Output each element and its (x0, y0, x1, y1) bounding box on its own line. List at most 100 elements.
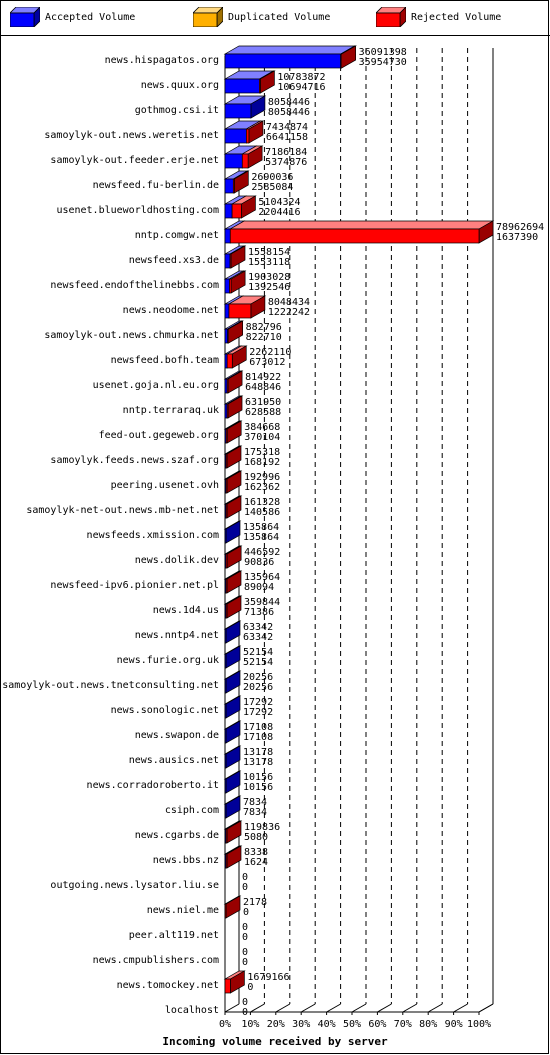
category-label: newsfeed.bofh.team (111, 355, 219, 366)
x-tick-label: 0% (219, 1019, 231, 1030)
accepted-value-label: 35954730 (359, 57, 407, 68)
accepted-value-label: 17292 (243, 707, 273, 718)
accepted-value-label: 0 (242, 957, 248, 968)
category-label: newsfeed.xs3.de (129, 255, 219, 266)
total-value-label: 7434874 (266, 122, 308, 133)
accepted-value-label: 5374876 (265, 157, 307, 168)
floor-tick (453, 1003, 468, 1013)
accepted-value-label: 162362 (244, 482, 280, 493)
category-label: news.furie.org.uk (117, 655, 219, 666)
bar-accepted-volume (224, 653, 227, 669)
total-value-label: 631950 (245, 397, 281, 408)
category-label: samoylyk.feeds.news.szaf.org (50, 455, 219, 466)
accepted-value-label: 0 (242, 1007, 248, 1018)
bar-rejected-volume (225, 578, 228, 594)
category-label: samoylyk-out.news.tnetconsulting.net (2, 680, 219, 691)
floor-tick (300, 1003, 316, 1013)
category-label: news.1d4.us (153, 605, 219, 616)
accepted-value-label: 20256 (243, 682, 273, 693)
category-label: news.tomockey.net (117, 980, 219, 991)
category-label: usenet.blueworldhosting.com (56, 205, 219, 216)
total-value-label: 13178 (243, 747, 273, 758)
category-label: samoylyk-net-out.news.mb-net.net (26, 505, 219, 516)
total-value-label: 10783872 (277, 72, 325, 83)
accepted-value-label: 648846 (245, 382, 281, 393)
legend-rejected-swatch (376, 7, 406, 27)
accepted-value-label: 0 (242, 932, 248, 943)
total-value-label: 814922 (245, 372, 281, 383)
total-value-label: 135864 (243, 522, 279, 533)
accepted-value-label: 0 (247, 982, 253, 993)
x-tick-label: 100% (467, 1019, 491, 1030)
total-value-label: 2262110 (249, 347, 291, 358)
x-tick-label: 30% (292, 1019, 310, 1030)
total-value-label: 0 (242, 922, 248, 933)
bar-accepted-volume (224, 153, 243, 169)
total-value-label: 8058446 (268, 97, 310, 108)
floor-tick (427, 1003, 443, 1013)
floor-tick (326, 1003, 341, 1013)
floor-tick (402, 1003, 418, 1013)
bar-rejected-volume (224, 978, 231, 994)
legend-accepted-label: Accepted Volume (45, 12, 136, 23)
category-label: feed-out.gegeweb.org (99, 430, 219, 441)
total-value-label: 5104324 (258, 197, 300, 208)
bar-accepted-volume (224, 703, 227, 719)
x-tick-label: 10% (241, 1019, 259, 1030)
category-label: news.sonologic.net (111, 705, 219, 716)
category-label: news.swapon.de (135, 730, 219, 741)
total-value-label: 63342 (243, 622, 273, 633)
bar-accepted-volume (224, 203, 233, 219)
total-value-label: 882796 (246, 322, 282, 333)
bar-accepted-volume (224, 128, 247, 144)
accepted-value-label: 1392546 (248, 282, 290, 293)
accepted-value-label: 8058446 (268, 107, 310, 118)
bar-rejected-volume (224, 903, 227, 919)
category-label: newsfeed-ipv6.pionier.net.pl (50, 580, 219, 591)
accepted-value-label: 52154 (243, 657, 273, 668)
total-value-label: 7186184 (265, 147, 307, 158)
category-label: nntp.comgw.net (135, 230, 219, 241)
bar-rejected-volume (259, 78, 261, 94)
bar-accepted-volume (224, 678, 227, 694)
bar-accepted-volume (224, 728, 227, 744)
bar-accepted-volume (224, 228, 231, 244)
accepted-value-label: 1222242 (268, 307, 310, 318)
category-label: samoylyk-out.feeder.erje.net (50, 155, 219, 166)
category-label: news.ausics.net (129, 755, 219, 766)
category-label: news.nntp4.net (135, 630, 219, 641)
accepted-value-label: 0 (242, 882, 248, 893)
accepted-value-label: 168192 (244, 457, 280, 468)
total-value-label: 2178 (243, 897, 267, 908)
total-value-label: 1679166 (247, 972, 289, 983)
category-label: news.quux.org (141, 80, 219, 91)
category-label: gothmog.csi.it (135, 105, 219, 116)
bar-rejected-volume (225, 828, 228, 844)
bar-rejected-volume (225, 503, 228, 519)
bar-accepted-volume (224, 628, 227, 644)
total-value-label: 7834 (243, 797, 267, 808)
legend-separator (0, 35, 550, 36)
floor-tick (351, 1003, 367, 1013)
category-label: localhost (165, 1005, 219, 1016)
bar-accepted-volume (224, 778, 227, 794)
accepted-value-label: 71386 (244, 607, 274, 618)
bar-accepted-volume (224, 103, 252, 119)
category-label: outgoing.news.lysator.liu.se (50, 880, 219, 891)
accepted-value-label: 7834 (243, 807, 267, 818)
bar-rejected-volume (227, 328, 229, 344)
bar-rejected-volume (225, 853, 228, 869)
total-value-label: 119836 (244, 822, 280, 833)
bar-accepted-volume (224, 53, 342, 69)
floor-tick (275, 1003, 291, 1013)
bar-rejected-volume (226, 353, 233, 369)
accepted-value-label: 370104 (244, 432, 280, 443)
total-value-label: 8048434 (268, 297, 310, 308)
total-value-label: 0 (242, 997, 248, 1008)
bar-rejected-volume (229, 253, 232, 269)
accepted-value-label: 2585084 (251, 182, 293, 193)
total-value-label: 192996 (244, 472, 280, 483)
legend-rejected-label: Rejected Volume (411, 12, 502, 23)
floor-tick (377, 1003, 392, 1013)
accepted-value-label: 90836 (244, 557, 274, 568)
